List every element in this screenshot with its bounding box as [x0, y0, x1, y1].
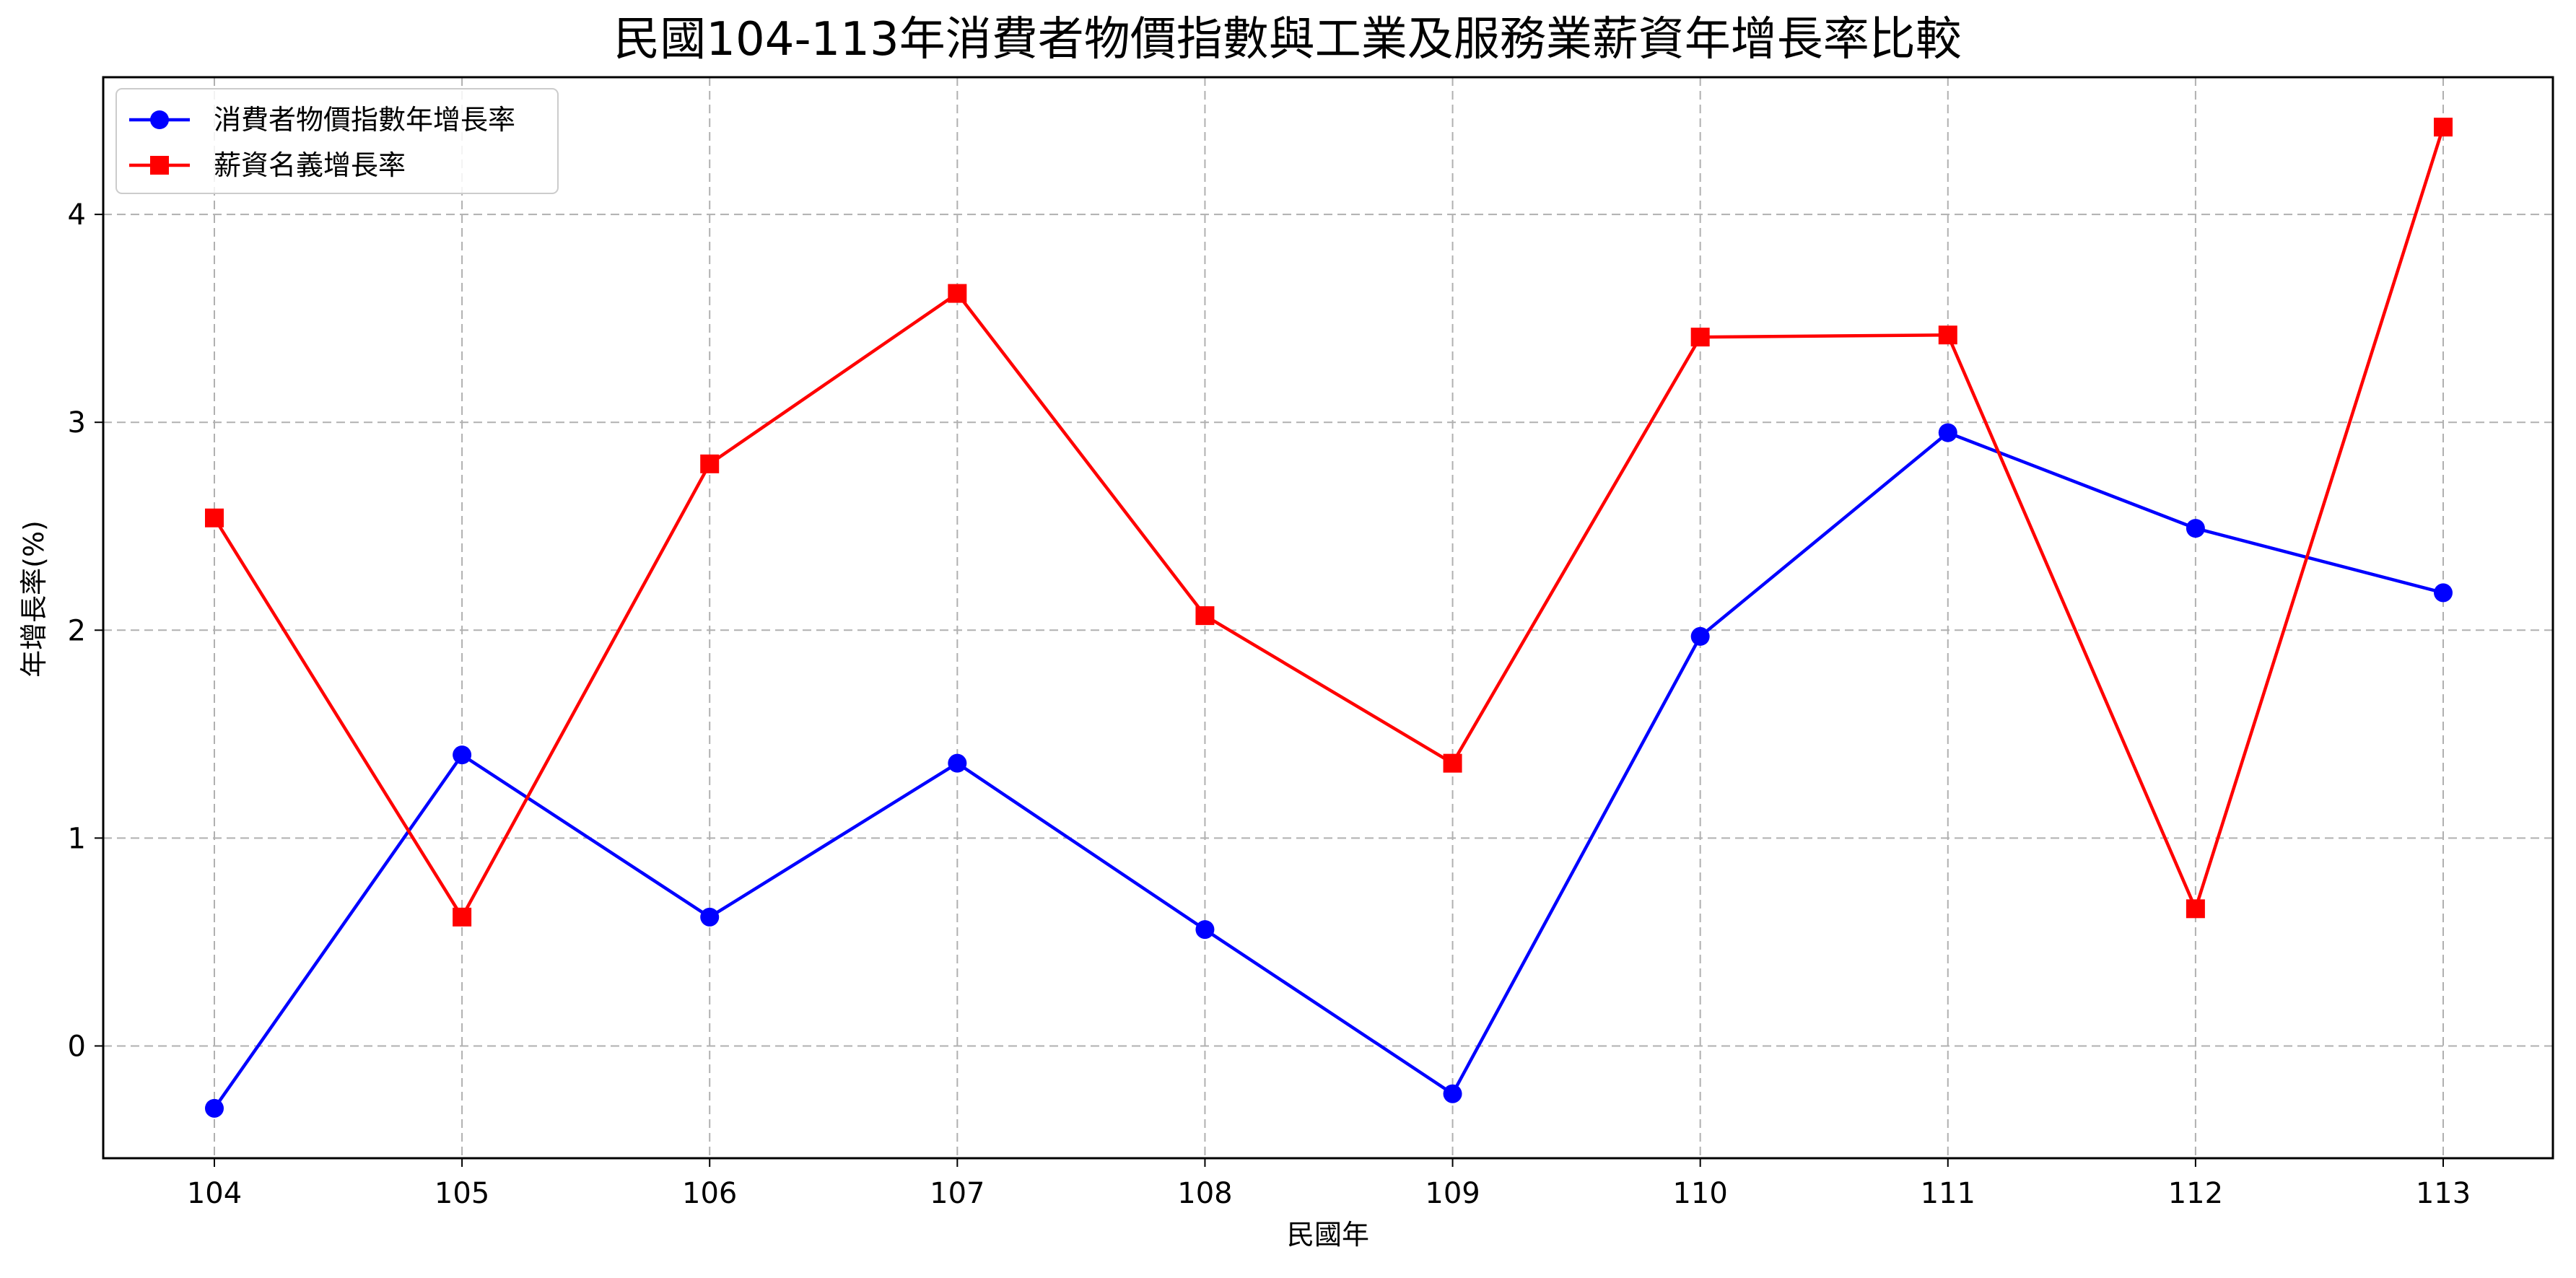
series-1-point	[453, 745, 472, 765]
plot-frame	[102, 76, 2554, 1160]
y-tick-label: 0	[68, 1030, 86, 1063]
x-tick-label: 111	[1921, 1177, 1975, 1210]
series-2-line	[213, 126, 2445, 919]
legend-label: 薪資名義增長率	[214, 149, 406, 181]
x-tick-label: 112	[2168, 1177, 2223, 1210]
x-tick-label: 104	[187, 1177, 242, 1210]
series-1-point	[2434, 583, 2453, 603]
legend-marker	[150, 110, 169, 129]
y-tick-label: 1	[68, 822, 86, 855]
series-1-point	[948, 753, 967, 773]
series-2-point	[453, 907, 472, 927]
series-2-point	[948, 284, 967, 303]
series-1-point	[1690, 626, 1710, 646]
series-1-point	[700, 907, 720, 927]
x-tick-label: 113	[2416, 1177, 2471, 1210]
series-1-point	[205, 1098, 224, 1118]
series-2-point	[1443, 753, 1462, 773]
chart-title: 民國104-113年消費者物價指數與工業及服務業薪資年增長率比較	[614, 13, 1961, 66]
y-axis-label: 年增長率(%)	[18, 520, 50, 678]
series-1-point	[1938, 423, 1957, 442]
x-tick-label: 106	[682, 1177, 737, 1210]
y-tick-label: 3	[68, 406, 86, 439]
series-2-point	[2434, 118, 2453, 137]
series-1	[205, 423, 2453, 1118]
series-2-point	[2186, 899, 2205, 919]
legend-item-1: 消費者物價指數年增長率	[129, 104, 515, 136]
x-axis-label: 民國年	[1287, 1219, 1369, 1251]
x-tick-label: 109	[1425, 1177, 1480, 1210]
x-tick-label: 107	[930, 1177, 984, 1210]
series-layer	[205, 118, 2453, 1118]
x-tick-label: 105	[435, 1177, 489, 1210]
series-2-point	[1938, 325, 1957, 345]
series-2-point	[1690, 328, 1710, 347]
series-1-point	[2186, 519, 2205, 538]
legend-box	[115, 88, 559, 194]
y-tick-label: 2	[68, 614, 86, 647]
series-2-point	[1195, 606, 1215, 626]
legend-marker	[150, 156, 169, 175]
series-2-point	[205, 508, 224, 528]
series-2	[205, 118, 2453, 927]
series-1-line	[213, 431, 2444, 1110]
series-2-point	[700, 454, 720, 473]
legend-label: 消費者物價指數年增長率	[214, 104, 515, 136]
series-1-point	[1195, 920, 1215, 940]
x-tick-label: 110	[1672, 1177, 1727, 1210]
legend-item-2: 薪資名義增長率	[129, 149, 406, 181]
x-tick-label: 108	[1177, 1177, 1232, 1210]
axis-ticks: 104 105 106 107 108 109 110 111 112 113 0 1 2 3 4	[68, 198, 2471, 1210]
y-tick-label: 4	[68, 198, 86, 232]
series-1-point	[1443, 1084, 1462, 1103]
